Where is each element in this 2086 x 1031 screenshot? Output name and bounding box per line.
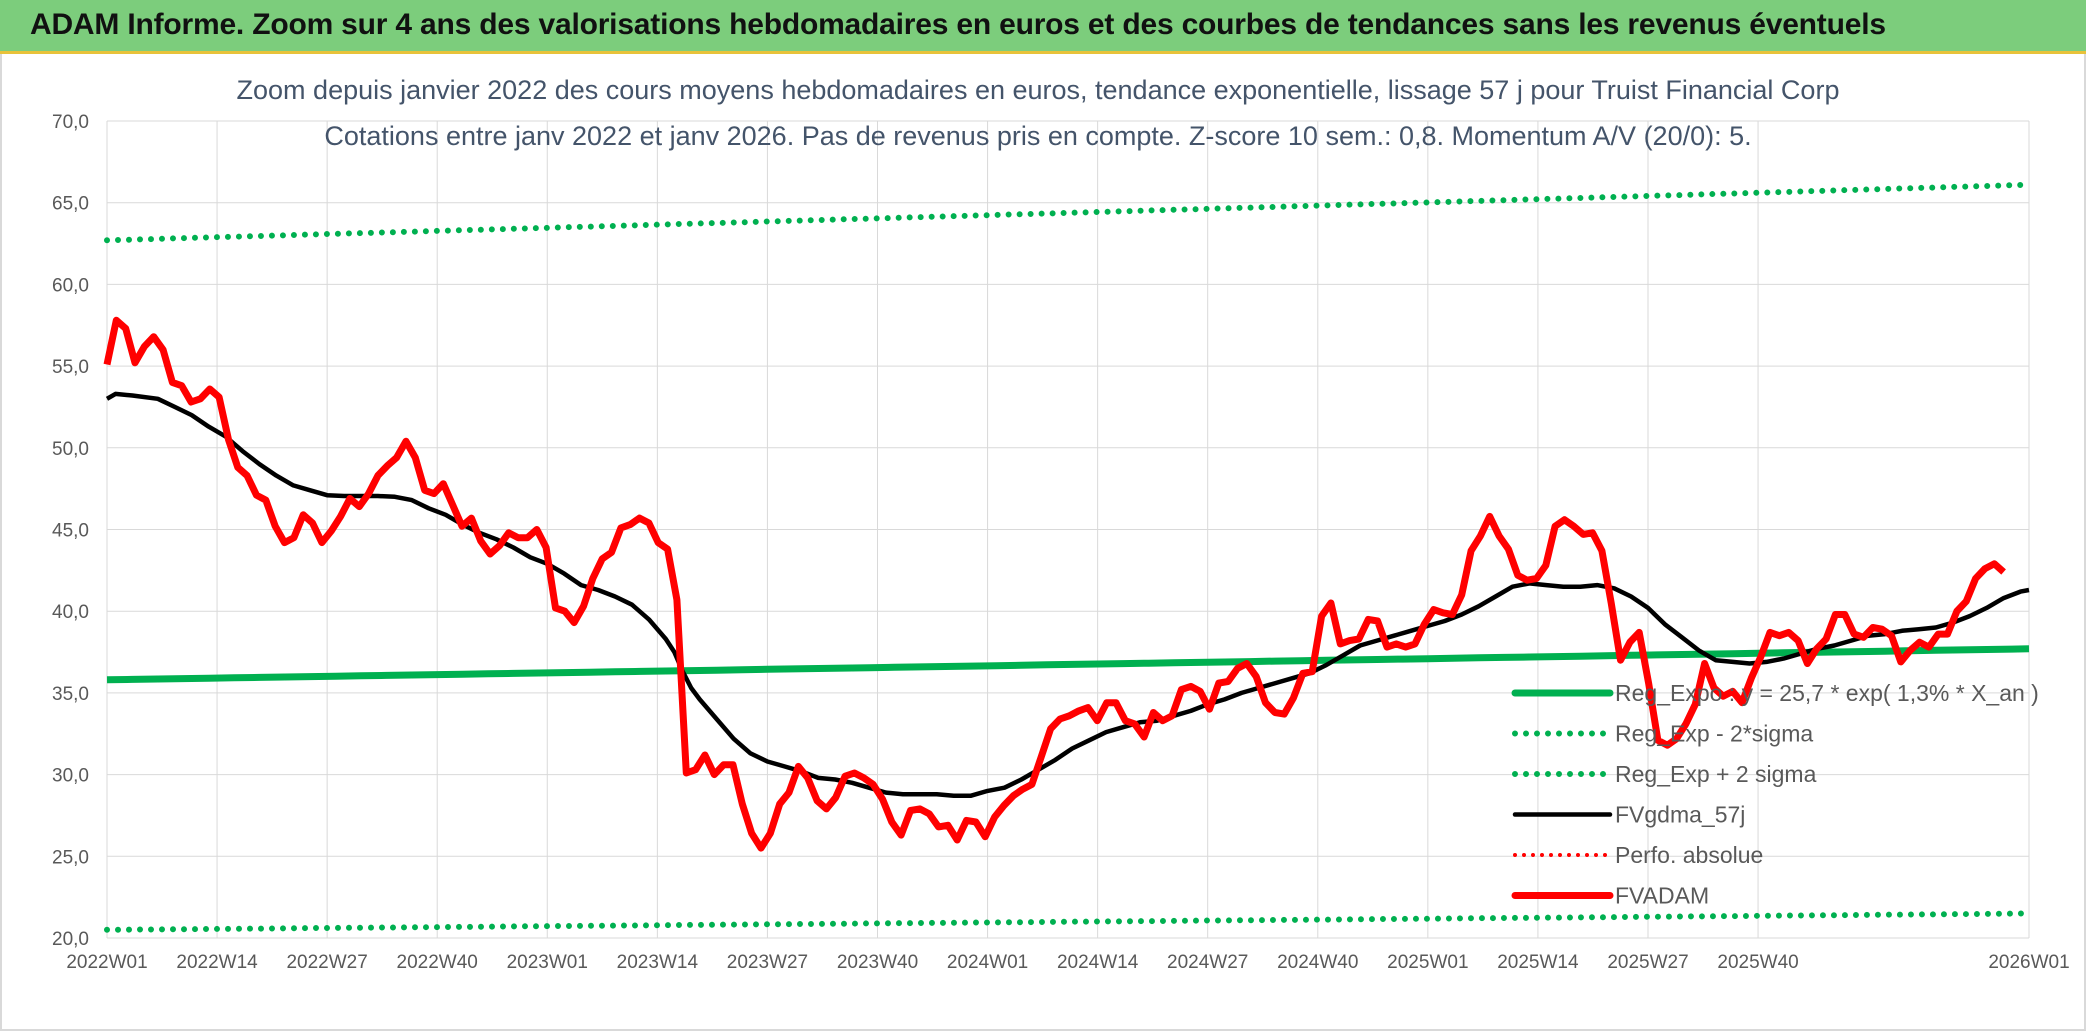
y-tick-label: 25,0: [52, 847, 89, 868]
chart-subtitle: Cotations entre janv 2022 et janv 2026. …: [324, 121, 1751, 151]
x-tick-label: 2023W01: [507, 952, 588, 973]
legend-perfo-absolue-label: Perfo. absolue: [1615, 842, 1763, 868]
chart-titles: Zoom depuis janvier 2022 des cours moyen…: [237, 75, 1840, 151]
x-tick-label: 2024W40: [1277, 952, 1358, 973]
y-tick-label: 20,0: [52, 929, 89, 950]
x-axis: 2022W01 2022W14 2022W27 2022W40 2023W01 2023W…: [66, 952, 2069, 973]
x-tick-label: 2023W27: [727, 952, 808, 973]
y-tick-label: 70,0: [52, 112, 89, 133]
y-tick-label: 30,0: [52, 766, 89, 787]
x-tick-label: 2024W14: [1057, 952, 1139, 973]
x-tick-label: 2026W01: [1988, 952, 2069, 973]
legend-reg-expo-label: Reg_Expo : y = 25,7 * exp( 1,3% * X_an ): [1615, 680, 2039, 706]
legend-reg-minus-2sigma-label: Reg_Exp - 2*sigma: [1615, 721, 1813, 747]
x-tick-label: 2022W40: [397, 952, 478, 973]
legend-reg-plus-2sigma-label: Reg_Exp + 2 sigma: [1615, 761, 1817, 787]
x-tick-label: 2025W01: [1387, 952, 1468, 973]
x-tick-label: 2025W14: [1497, 952, 1579, 973]
x-tick-label: 2023W40: [837, 952, 918, 973]
legend-fvgdma-57j-label: FVgdma_57j: [1615, 802, 1745, 828]
reg-expo-line: [106, 645, 2030, 684]
line-chart: 20,0 25,0 30,0 35,0 40,0 45,0 50,0 55,0 60,0 65,0…: [52, 75, 2070, 973]
fvgdma-57j-line: [105, 391, 2030, 799]
y-tick-label: 45,0: [52, 521, 89, 542]
y-tick-label: 40,0: [52, 602, 89, 623]
legend-fvadam-label: FVADAM: [1615, 883, 1709, 909]
y-tick-label: 60,0: [52, 275, 89, 296]
y-tick-label: 65,0: [52, 194, 89, 215]
reg-minus-2sigma-line: [104, 910, 2032, 933]
x-tick-label: 2025W40: [1717, 952, 1798, 973]
fvadam-line: [103, 316, 2006, 852]
legend: Reg_Expo : y = 25,7 * exp( 1,3% * X_an )…: [1511, 680, 2039, 909]
reg-plus-2sigma-line: [104, 181, 2032, 244]
y-tick-label: 55,0: [52, 357, 89, 378]
report-banner: ADAM Informe. Zoom sur 4 ans des valoris…: [0, 0, 2086, 54]
y-tick-label: 50,0: [52, 439, 89, 460]
report-title: ADAM Informe. Zoom sur 4 ans des valoris…: [30, 8, 1886, 41]
x-tick-label: 2023W14: [617, 952, 699, 973]
x-tick-label: 2024W27: [1167, 952, 1248, 973]
y-tick-label: 35,0: [52, 684, 89, 705]
x-tick-label: 2022W27: [286, 952, 367, 973]
series-layer: [103, 181, 2032, 933]
grid: [106, 120, 2030, 939]
x-tick-label: 2025W27: [1607, 952, 1688, 973]
x-tick-label: 2024W01: [947, 952, 1028, 973]
x-tick-label: 2022W14: [176, 952, 258, 973]
y-axis: 20,0 25,0 30,0 35,0 40,0 45,0 50,0 55,0 60,0 65,0…: [52, 112, 89, 950]
x-tick-label: 2022W01: [66, 952, 147, 973]
chart-title: Zoom depuis janvier 2022 des cours moyen…: [237, 75, 1840, 105]
chart-frame: 20,0 25,0 30,0 35,0 40,0 45,0 50,0 55,0 60,0 65,0…: [0, 54, 2086, 1031]
